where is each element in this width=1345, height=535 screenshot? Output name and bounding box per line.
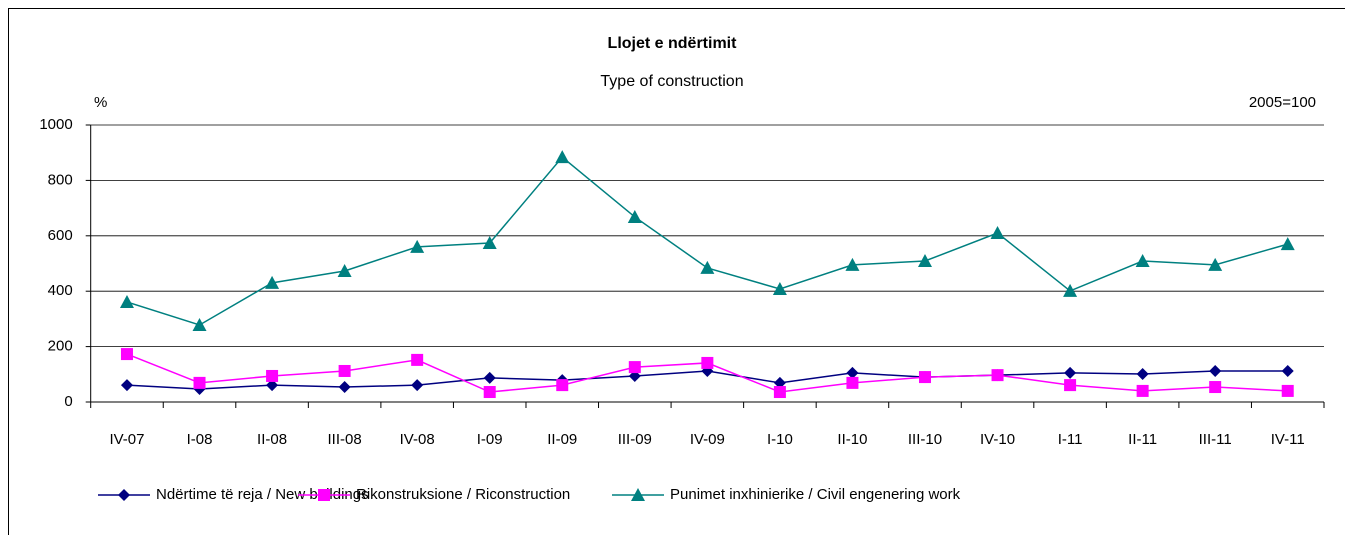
marker [1063, 283, 1078, 297]
x-tick-label: I-10 [767, 431, 793, 448]
legend-label: Punimet inxhinierike / Civil engenering … [670, 486, 961, 503]
x-tick-label: II-09 [547, 431, 577, 448]
marker [555, 150, 570, 164]
marker [318, 489, 330, 501]
x-tick-label: I-09 [477, 431, 503, 448]
marker [631, 488, 645, 501]
marker [1064, 379, 1077, 392]
marker [1281, 384, 1294, 397]
y-tick-label: 1000 [39, 116, 72, 133]
y-tick-label: 600 [48, 227, 73, 244]
marker [483, 386, 496, 399]
marker [1136, 384, 1149, 397]
marker [990, 226, 1005, 240]
y-tick-label: 400 [48, 282, 73, 299]
marker [1209, 381, 1222, 394]
x-tick-label: II-10 [837, 431, 867, 448]
marker [266, 369, 279, 382]
marker [1064, 366, 1077, 379]
y-tick-label: 0 [64, 393, 72, 410]
chart-title: Llojet e ndërtimit [608, 35, 738, 52]
chart-frame [8, 8, 1345, 535]
x-tick-label: III-08 [328, 431, 362, 448]
marker [118, 489, 130, 501]
marker [701, 356, 714, 369]
x-tick-label: III-09 [618, 431, 652, 448]
marker [411, 353, 424, 366]
marker [627, 209, 642, 223]
marker [917, 254, 932, 268]
marker [193, 376, 206, 389]
marker [846, 376, 859, 389]
legend-label: Rikonstruksione / Riconstruction [356, 486, 570, 503]
marker [265, 275, 280, 289]
marker [337, 263, 352, 277]
marker [266, 379, 279, 392]
chart-subtitle: Type of construction [600, 73, 743, 90]
marker [556, 379, 569, 392]
y-tick-label: 200 [48, 338, 73, 355]
legend-label: Ndërtime të reja / New buildings [156, 486, 369, 503]
marker [1281, 364, 1294, 377]
x-tick-label: IV-10 [980, 431, 1015, 448]
marker [628, 361, 641, 374]
marker [482, 236, 497, 250]
marker [338, 364, 351, 377]
marker [410, 239, 425, 253]
x-tick-label: IV-09 [690, 431, 725, 448]
x-tick-label: IV-08 [400, 431, 435, 448]
marker [483, 371, 496, 384]
marker [120, 348, 133, 361]
marker [1208, 257, 1223, 271]
x-tick-label: IV-11 [1271, 431, 1305, 448]
x-tick-label: I-08 [187, 431, 213, 448]
marker [119, 295, 134, 309]
x-tick-label: I-11 [1058, 431, 1083, 448]
marker [120, 379, 133, 392]
x-tick-label: IV-07 [109, 431, 144, 448]
marker [338, 381, 351, 394]
annotation: 2005=100 [1249, 94, 1316, 111]
marker [772, 281, 787, 295]
marker [700, 260, 715, 274]
x-tick-label: II-11 [1128, 431, 1157, 448]
y-axis-label: % [94, 94, 107, 111]
x-tick-label: III-11 [1199, 431, 1232, 448]
marker [846, 366, 859, 379]
marker [1280, 237, 1295, 251]
marker [1136, 368, 1149, 381]
marker [1209, 364, 1222, 377]
marker [773, 386, 786, 399]
marker [773, 376, 786, 389]
marker [1135, 254, 1150, 268]
marker [845, 257, 860, 271]
x-tick-label: III-10 [908, 431, 942, 448]
marker [918, 371, 931, 384]
y-tick-label: 800 [48, 171, 73, 188]
marker [991, 369, 1004, 382]
series-line [126, 156, 1288, 326]
marker [192, 317, 207, 331]
marker [411, 379, 424, 392]
x-tick-label: II-08 [257, 431, 287, 448]
